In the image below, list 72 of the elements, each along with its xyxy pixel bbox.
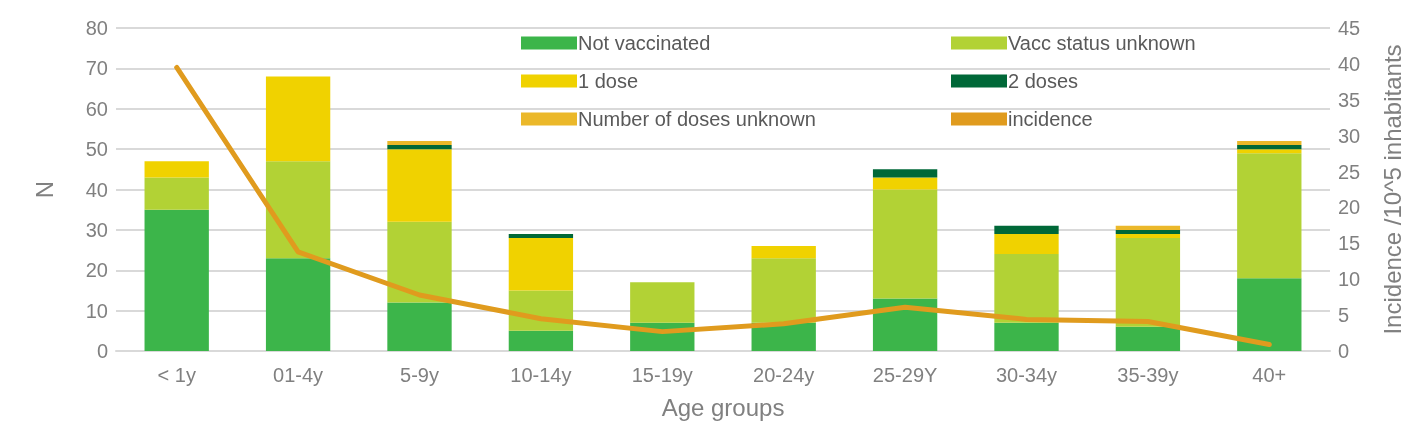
bar	[994, 254, 1059, 323]
legend-label: Number of doses unknown	[578, 108, 816, 130]
y2-tick-label: 0	[1338, 340, 1350, 362]
x-tick-label: 5-9y	[400, 364, 439, 386]
x-tick-label: 40+	[1252, 364, 1287, 386]
bar	[387, 302, 452, 351]
bar	[265, 258, 331, 351]
x-tick-label: 10-14y	[510, 364, 572, 386]
bar	[872, 177, 938, 190]
bar	[387, 141, 452, 146]
bar	[751, 258, 816, 323]
y2-tick-label: 35	[1338, 88, 1361, 111]
y2-tick-label: 10	[1338, 268, 1361, 291]
bar	[144, 209, 209, 351]
bar	[144, 177, 209, 210]
bar	[994, 233, 1059, 255]
bar	[1115, 326, 1181, 351]
bar	[994, 322, 1059, 351]
bar	[1237, 153, 1302, 279]
y-tick-label: 30	[85, 218, 108, 241]
y-tick-label: 50	[85, 138, 108, 161]
bar	[1237, 278, 1302, 351]
x-tick-label: 15-19y	[631, 364, 693, 386]
y2-axis-title: Incidence /10^5 inhabitants	[1378, 44, 1406, 335]
x-tick-label: 20-24y	[753, 364, 815, 386]
x-tick-label: < 1y	[157, 364, 196, 386]
bar	[508, 330, 574, 351]
bar	[630, 282, 695, 323]
y-tick-label: 80	[85, 17, 108, 39]
y-tick-label: 0	[96, 340, 108, 362]
y-tick-label: 40	[85, 178, 108, 201]
x-tick-label: 35-39y	[1117, 364, 1179, 386]
bar	[872, 169, 938, 178]
legend-label: incidence	[1008, 108, 1093, 130]
bar	[1237, 145, 1302, 150]
y2-tick-label: 5	[1338, 304, 1350, 327]
bar	[1237, 149, 1302, 154]
y-tick-label: 70	[85, 57, 108, 80]
bar	[144, 161, 209, 178]
bar	[751, 246, 816, 259]
bar	[387, 221, 452, 303]
bar	[265, 161, 331, 259]
bar	[1115, 233, 1181, 238]
y2-tick-label: 25	[1338, 160, 1361, 183]
y2-tick-label: 15	[1338, 232, 1361, 255]
y-tick-label: 20	[85, 259, 108, 282]
bar	[872, 189, 938, 299]
bar	[387, 149, 452, 222]
x-tick-label: 01-4y	[273, 364, 324, 386]
y2-tick-label: 30	[1338, 124, 1361, 147]
bar	[387, 145, 452, 150]
legend-label: Vacc status unknown	[1008, 32, 1196, 54]
bar	[265, 76, 331, 162]
y-tick-label: 10	[85, 299, 108, 322]
bar	[1115, 229, 1181, 234]
bar	[1115, 237, 1181, 327]
y2-tick-label: 40	[1338, 52, 1361, 75]
legend-label: 1 dose	[578, 70, 639, 92]
y-axis-title: N	[30, 180, 58, 199]
x-axis-title: Age groups	[661, 393, 785, 421]
bar	[1237, 141, 1302, 146]
legend-label: Not vaccinated	[578, 32, 711, 54]
bar	[508, 233, 574, 238]
bar	[508, 237, 574, 291]
y2-tick-label: 20	[1338, 196, 1361, 219]
bar	[1115, 225, 1181, 230]
bar	[994, 225, 1059, 234]
y-tick-label: 60	[85, 97, 108, 120]
x-tick-label: 30-34y	[995, 364, 1058, 386]
legend-label: 2 doses	[1008, 70, 1079, 92]
y2-tick-label: 45	[1338, 17, 1361, 39]
x-tick-label: 25-29Y	[872, 364, 938, 386]
